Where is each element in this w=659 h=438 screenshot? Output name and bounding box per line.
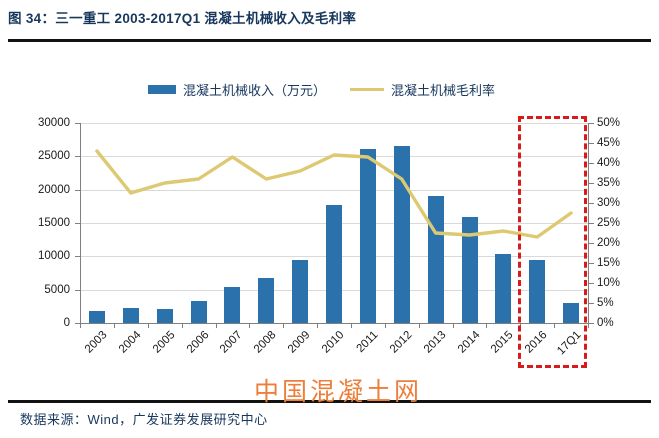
y-axis-left-tick (75, 223, 80, 224)
x-axis-tick (554, 323, 556, 328)
y-axis-left-tick (75, 123, 80, 124)
y-axis-right-label: 50% (597, 117, 621, 129)
x-axis-tick (147, 323, 149, 328)
gridline (80, 189, 588, 191)
x-axis-tick (181, 323, 183, 328)
y-axis-left-tick (75, 256, 80, 258)
bar-17Q1 (563, 303, 580, 323)
y-axis-right-tick (589, 123, 594, 124)
y-axis-left-tick (75, 156, 80, 158)
margin-line-layer (95, 149, 573, 239)
y-axis-left-label: 5000 (44, 283, 70, 296)
bar-2006 (190, 301, 207, 323)
y-axis-right (588, 123, 589, 324)
bar-2008 (258, 278, 275, 323)
y-axis-left-tick (75, 289, 80, 291)
figure-title: 图 34：三一重工 2003-2017Q1 混凝土机械收入及毛利率 (8, 11, 357, 26)
y-axis-right-label: 25% (597, 217, 621, 229)
y-axis-left-label: 15000 (38, 217, 70, 229)
y-axis-right-tick (589, 183, 594, 184)
y-axis-right-label: 20% (597, 237, 621, 249)
chart-legend: 混凝土机械收入（万元） 混凝土机械毛利率 (148, 80, 495, 99)
y-axis-left (80, 123, 81, 324)
gridline (80, 123, 588, 124)
title-divider (8, 39, 651, 42)
x-axis-tick (350, 323, 352, 328)
highlight-box (518, 116, 587, 368)
legend-item-margin: 混凝土机械毛利率 (350, 80, 495, 99)
bar-2010 (326, 205, 342, 323)
y-axis-right-label: 10% (597, 277, 621, 289)
y-axis-right-label: 30% (597, 197, 621, 209)
y-axis-right-label: 15% (597, 257, 621, 269)
bar-2007 (224, 287, 241, 323)
y-axis-right-tick (589, 163, 594, 164)
y-axis-right-label: 5% (597, 297, 614, 309)
watermark: 中国混凝土网 (254, 378, 423, 406)
y-axis-right-tick (589, 243, 594, 244)
x-axis-tick (384, 323, 386, 328)
bar-2015 (495, 253, 512, 323)
y-axis-left-tick (75, 189, 80, 191)
y-axis-right-tick (589, 283, 594, 284)
y-axis-left-label: 30000 (38, 117, 70, 129)
x-axis-tick (113, 323, 115, 328)
y-axis-right-tick (589, 303, 594, 304)
x-axis-tick (283, 323, 285, 328)
y-axis-left-label: 25000 (38, 150, 70, 163)
x-axis-tick (418, 323, 420, 328)
y-axis-left-tick (75, 323, 80, 324)
x-axis-tick (80, 323, 81, 328)
x-axis-tick (249, 323, 251, 328)
y-axis-left-label: 20000 (38, 183, 70, 196)
x-axis-tick (215, 323, 217, 328)
x-axis-tick (486, 323, 488, 328)
y-axis-right-label: 45% (597, 137, 621, 149)
y-axis-left-label: 0 (63, 317, 70, 329)
bar-2014 (461, 217, 478, 323)
bar-2003 (88, 311, 105, 323)
bottom-divider (8, 400, 651, 403)
y-axis-right-tick (589, 263, 594, 264)
revenue-bar-swatch-icon (148, 85, 176, 94)
y-axis-right-label: 0% (597, 317, 614, 329)
y-axis-right-tick (589, 323, 594, 324)
bar-2009 (292, 260, 309, 323)
y-axis-right-tick (589, 203, 594, 204)
y-axis-left-label: 10000 (38, 250, 70, 263)
legend-item-revenue: 混凝土机械收入（万元） (148, 80, 326, 99)
y-axis-right-tick (589, 223, 594, 224)
y-axis-right-label: 40% (597, 157, 621, 169)
y-axis-right-tick (589, 143, 594, 144)
legend-label-margin: 混凝土机械毛利率 (391, 83, 496, 98)
legend-label-revenue: 混凝土机械收入（万元） (183, 83, 327, 98)
x-axis-tick (317, 323, 319, 328)
bar-2012 (393, 146, 410, 323)
bar-2016 (529, 260, 546, 323)
bar-2005 (156, 309, 173, 323)
x-axis (80, 323, 589, 324)
margin-line (95, 149, 573, 239)
x-axis-tick (452, 323, 454, 328)
x-axis-tick (588, 323, 589, 328)
y-axis-right-label: 35% (597, 177, 621, 189)
margin-line-swatch-icon (350, 88, 385, 91)
bar-2004 (122, 307, 139, 323)
bar-2011 (359, 149, 376, 323)
data-source: 数据来源：Wind，广发证券发展研究中心 (20, 412, 268, 427)
